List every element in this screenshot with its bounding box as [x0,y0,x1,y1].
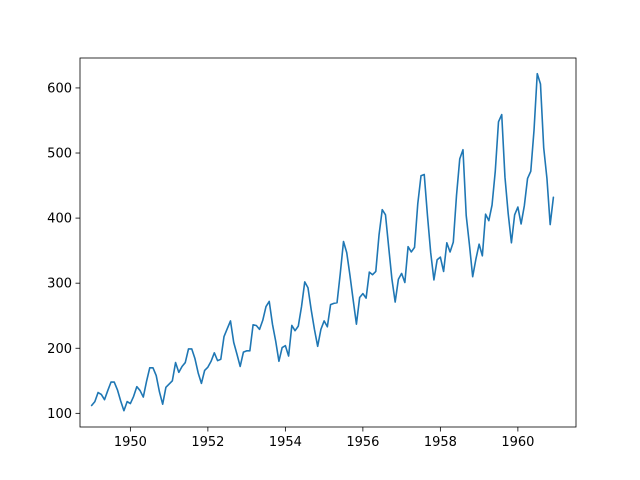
x-tick-label: 1954 [269,435,302,450]
y-axis: 100 200 300 400 500 600 [47,81,80,422]
y-tick-label: 600 [47,81,72,96]
x-tick-label: 1950 [114,435,147,450]
x-tick-label: 1958 [424,435,457,450]
y-tick-label: 100 [47,407,72,422]
y-tick-label: 500 [47,147,72,162]
x-tick-label: 1956 [346,435,379,450]
x-tick-label: 1960 [501,435,534,450]
x-tick-label: 1952 [191,435,224,450]
y-tick-label: 300 [47,277,72,292]
series-line [90,72,555,412]
series-layer [90,72,555,412]
y-tick-label: 200 [47,342,72,357]
plot-frame [79,57,577,428]
x-axis: 1950 1952 1954 1956 1958 1960 [114,427,534,450]
y-tick-label: 400 [47,212,72,227]
